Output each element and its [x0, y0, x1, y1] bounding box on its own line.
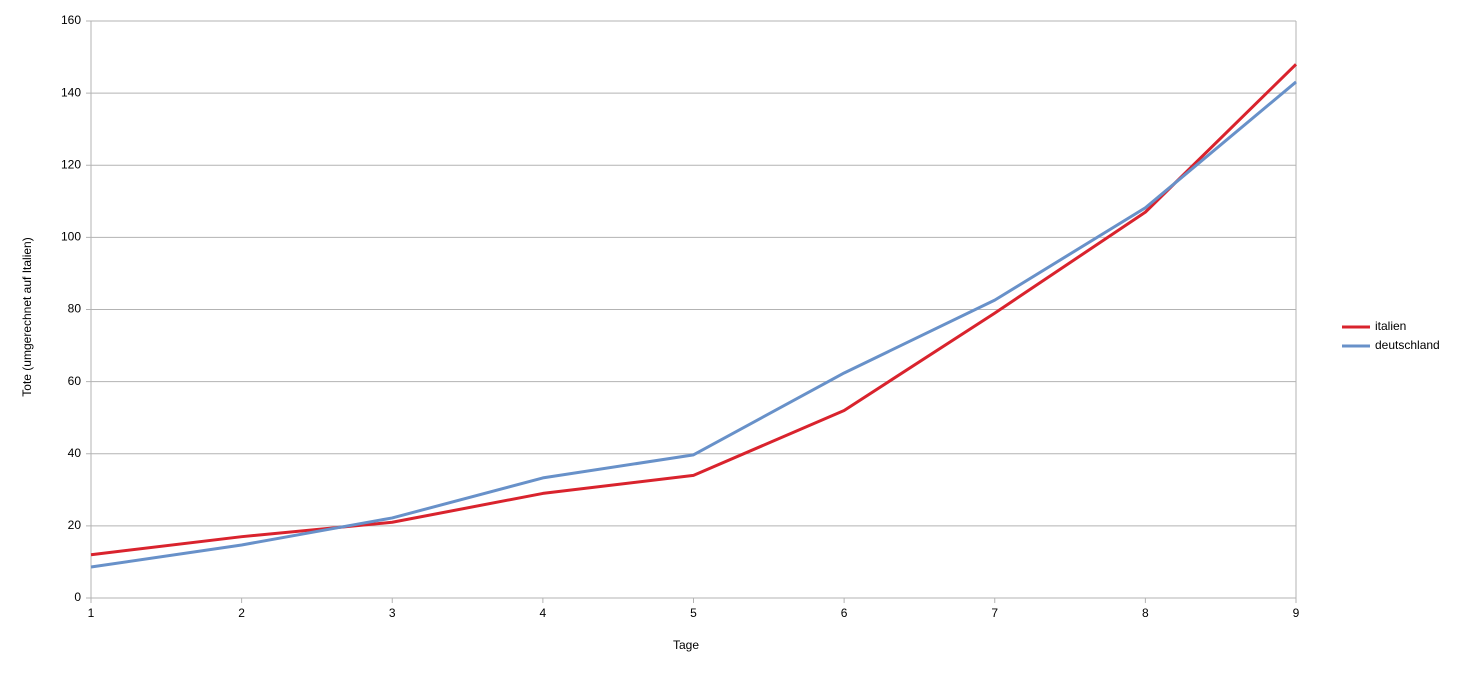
y-tick-label: 100 — [61, 230, 81, 244]
y-tick-label: 160 — [61, 13, 81, 27]
x-tick-label: 9 — [1293, 606, 1300, 620]
y-tick-label: 140 — [61, 85, 81, 99]
y-tick-label: 0 — [74, 590, 81, 604]
y-axis-label: Tote (umgerechnet auf Italien) — [20, 237, 34, 396]
y-tick-label: 120 — [61, 157, 81, 171]
x-tick-label: 7 — [991, 606, 998, 620]
x-axis-label: Tage — [673, 638, 699, 652]
x-tick-label: 8 — [1142, 606, 1149, 620]
y-tick-label: 80 — [68, 302, 82, 316]
x-tick-label: 2 — [238, 606, 245, 620]
x-tick-label: 5 — [690, 606, 697, 620]
y-tick-label: 40 — [68, 446, 82, 460]
x-tick-label: 6 — [841, 606, 848, 620]
y-tick-label: 60 — [68, 374, 82, 388]
x-tick-label: 4 — [540, 606, 547, 620]
legend-label: deutschland — [1375, 338, 1440, 352]
legend-label: italien — [1375, 319, 1406, 333]
y-tick-label: 20 — [68, 518, 82, 532]
x-tick-label: 3 — [389, 606, 396, 620]
series-line — [90, 80, 1297, 569]
series-line — [90, 63, 1298, 557]
x-tick-label: 1 — [88, 606, 95, 620]
